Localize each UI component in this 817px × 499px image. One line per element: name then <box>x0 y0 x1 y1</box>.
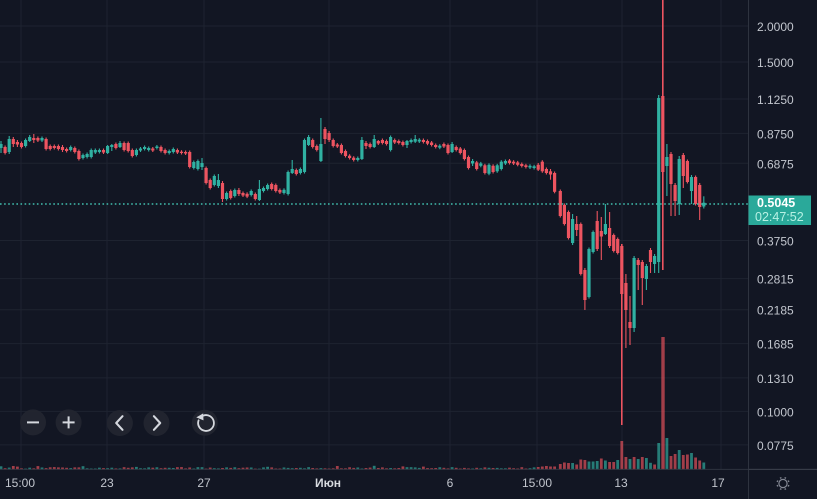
svg-text:23: 23 <box>100 476 114 490</box>
svg-text:Июн: Июн <box>315 476 341 490</box>
svg-text:0.2815: 0.2815 <box>757 273 794 287</box>
svg-text:15:00: 15:00 <box>5 476 35 490</box>
svg-text:0.8750: 0.8750 <box>757 127 794 141</box>
svg-text:15:00: 15:00 <box>522 476 552 490</box>
svg-text:17: 17 <box>711 476 725 490</box>
svg-text:27: 27 <box>197 476 211 490</box>
svg-text:0.1310: 0.1310 <box>757 372 794 386</box>
svg-text:0.0775: 0.0775 <box>757 439 794 453</box>
svg-text:0.2185: 0.2185 <box>757 304 794 318</box>
svg-text:0.1685: 0.1685 <box>757 338 794 352</box>
svg-text:1.1250: 1.1250 <box>757 93 794 107</box>
svg-text:0.5045: 0.5045 <box>757 196 795 210</box>
svg-text:0.6875: 0.6875 <box>757 157 794 171</box>
svg-text:0.3750: 0.3750 <box>757 235 794 249</box>
svg-text:02:47:52: 02:47:52 <box>755 210 804 224</box>
svg-text:13: 13 <box>614 476 628 490</box>
svg-text:1.5000: 1.5000 <box>757 56 794 70</box>
svg-text:0.1000: 0.1000 <box>757 405 794 419</box>
svg-text:2.0000: 2.0000 <box>757 20 794 34</box>
svg-text:6: 6 <box>447 476 454 490</box>
